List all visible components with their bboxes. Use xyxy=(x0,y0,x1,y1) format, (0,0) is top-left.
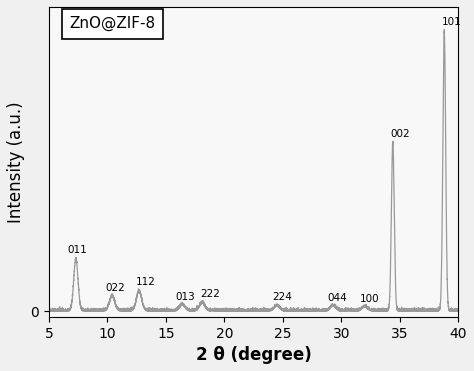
Y-axis label: Intensity (a.u.): Intensity (a.u.) xyxy=(7,101,25,223)
Text: 101: 101 xyxy=(442,17,462,27)
Text: 002: 002 xyxy=(391,129,410,139)
Text: 224: 224 xyxy=(273,292,292,302)
Text: 044: 044 xyxy=(328,293,347,303)
Text: 112: 112 xyxy=(136,277,155,287)
X-axis label: 2 θ (degree): 2 θ (degree) xyxy=(196,346,311,364)
Text: 013: 013 xyxy=(176,292,196,302)
Text: 222: 222 xyxy=(200,289,220,299)
Text: 100: 100 xyxy=(360,294,380,304)
Text: 022: 022 xyxy=(105,283,125,293)
Text: 011: 011 xyxy=(68,245,87,255)
Text: ZnO@ZIF-8: ZnO@ZIF-8 xyxy=(69,16,155,32)
